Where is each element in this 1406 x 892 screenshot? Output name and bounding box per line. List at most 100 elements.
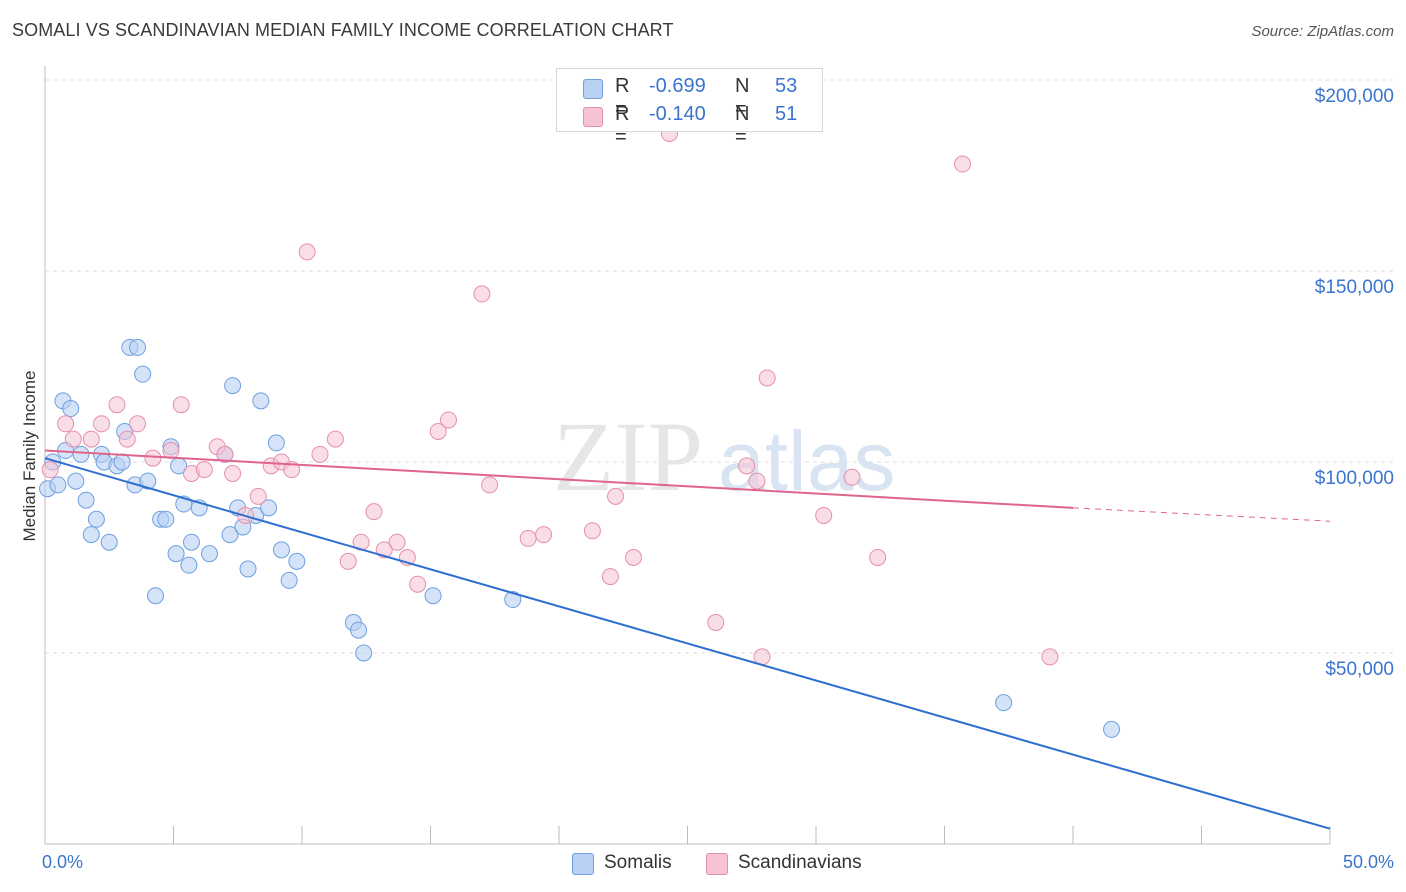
scandinavian-point (129, 415, 147, 433)
n-label: N = (735, 75, 750, 120)
scandinavian-swatch (583, 107, 603, 127)
somali-point (272, 541, 290, 559)
scandinavian-point (738, 457, 756, 475)
x-tick-label-max: 50.0% (1342, 852, 1394, 872)
chart-title: SOMALI VS SCANDINAVIAN MEDIAN FAMILY INC… (12, 20, 674, 40)
scandinavian-point (144, 449, 162, 467)
somali-point (167, 545, 185, 563)
legend-label: Scandinavians (738, 852, 862, 873)
scandinavian-point (607, 487, 625, 505)
somali-point (72, 445, 90, 463)
scandinavian-point (118, 430, 136, 448)
scandinavian-point (1041, 648, 1059, 666)
y-axis-label: Median Family Income (20, 370, 39, 542)
somali-point (995, 694, 1013, 712)
n-label: N = (735, 103, 750, 148)
somali-point (82, 526, 100, 544)
somali-point (200, 545, 218, 563)
scandinavian-point (172, 396, 190, 414)
scandinavian-point (473, 285, 491, 303)
somali-point (157, 510, 175, 528)
axes (44, 66, 1331, 845)
scandinavian-point (93, 415, 111, 433)
somali-point (424, 587, 442, 605)
scandinavian-point (439, 411, 457, 429)
scandinavian-point (758, 369, 776, 387)
legend-label: Somalis (604, 852, 672, 873)
r-label: R = (615, 103, 630, 148)
scandinavian-point (82, 430, 100, 448)
scandinavian-point (707, 613, 725, 631)
scandinavian-point (283, 461, 301, 479)
scandinavian-point (815, 506, 833, 524)
y-tick-label: $100,000 (1314, 468, 1394, 489)
scandinavian-point (519, 529, 537, 547)
r-value: -0.140 (649, 103, 706, 125)
scandinavian-point (535, 526, 553, 544)
scandinavian-point (843, 468, 861, 486)
y-tick-label: $200,000 (1314, 86, 1394, 107)
scandinavian-point (365, 503, 383, 521)
scandinavian-point (311, 445, 329, 463)
scandinavian-point (57, 415, 75, 433)
n-value: 53 (775, 75, 798, 97)
trend-lines (44, 449, 1331, 830)
n-value: 51 (775, 103, 798, 125)
scandinavian-point (601, 568, 619, 586)
scandinavian-point (216, 445, 234, 463)
scandinavian-trend-extension (1072, 507, 1331, 522)
somali-point (355, 644, 373, 662)
watermark-zip: ZIP (553, 401, 703, 512)
scandinavian-point (409, 575, 427, 593)
y-tick-label: $50,000 (1325, 659, 1394, 680)
scandinavian-point (953, 155, 971, 173)
somali-point (87, 510, 105, 528)
somali-point (180, 556, 198, 574)
scandinavian-point (326, 430, 344, 448)
scandinavian-point (583, 522, 601, 540)
somali-point (252, 392, 270, 410)
somali-point (134, 365, 152, 383)
stats-legend: R = -0.699 N = 53 R = -0.140 N = 51 (556, 68, 823, 148)
somali-point (504, 591, 522, 609)
somali-point (239, 560, 257, 578)
somali-point (113, 453, 131, 471)
somali-point (147, 587, 165, 605)
scandinavian-point (162, 442, 180, 460)
scandinavian-swatch (706, 853, 728, 875)
somali-point (100, 533, 118, 551)
somali-points (39, 338, 1121, 738)
somali-point (260, 499, 278, 517)
scandinavian-point (339, 552, 357, 570)
y-tick-label: $150,000 (1314, 277, 1394, 298)
scandinavian-point (298, 243, 316, 261)
somali-point (49, 476, 67, 494)
r-value: -0.699 (649, 75, 706, 97)
scandinavian-point (41, 461, 59, 479)
scandinavian-point (429, 422, 447, 440)
r-label: R = (615, 75, 630, 120)
somali-point (221, 526, 239, 544)
somali-point (182, 533, 200, 551)
scandinavian-points (41, 124, 1059, 666)
somali-point (129, 338, 147, 356)
somali-trend-line (44, 457, 1331, 830)
scandinavian-point (64, 430, 82, 448)
scandinavian-point (388, 533, 406, 551)
watermark: ZIP atlas (553, 401, 895, 512)
somali-point (67, 472, 85, 490)
x-tick-label-min: 0.0% (42, 852, 84, 872)
somali-point (280, 571, 298, 589)
somali-swatch (583, 79, 603, 99)
somali-point (224, 377, 242, 395)
somali-point (1103, 720, 1121, 738)
somali-point (139, 472, 157, 490)
somali-point (288, 552, 306, 570)
somali-point (267, 434, 285, 452)
somali-point (350, 621, 368, 639)
somali-point (77, 491, 95, 509)
scandinavian-point (869, 549, 887, 566)
source-label: Source: ZipAtlas.com (1251, 23, 1394, 40)
scandinavian-point (195, 461, 213, 479)
